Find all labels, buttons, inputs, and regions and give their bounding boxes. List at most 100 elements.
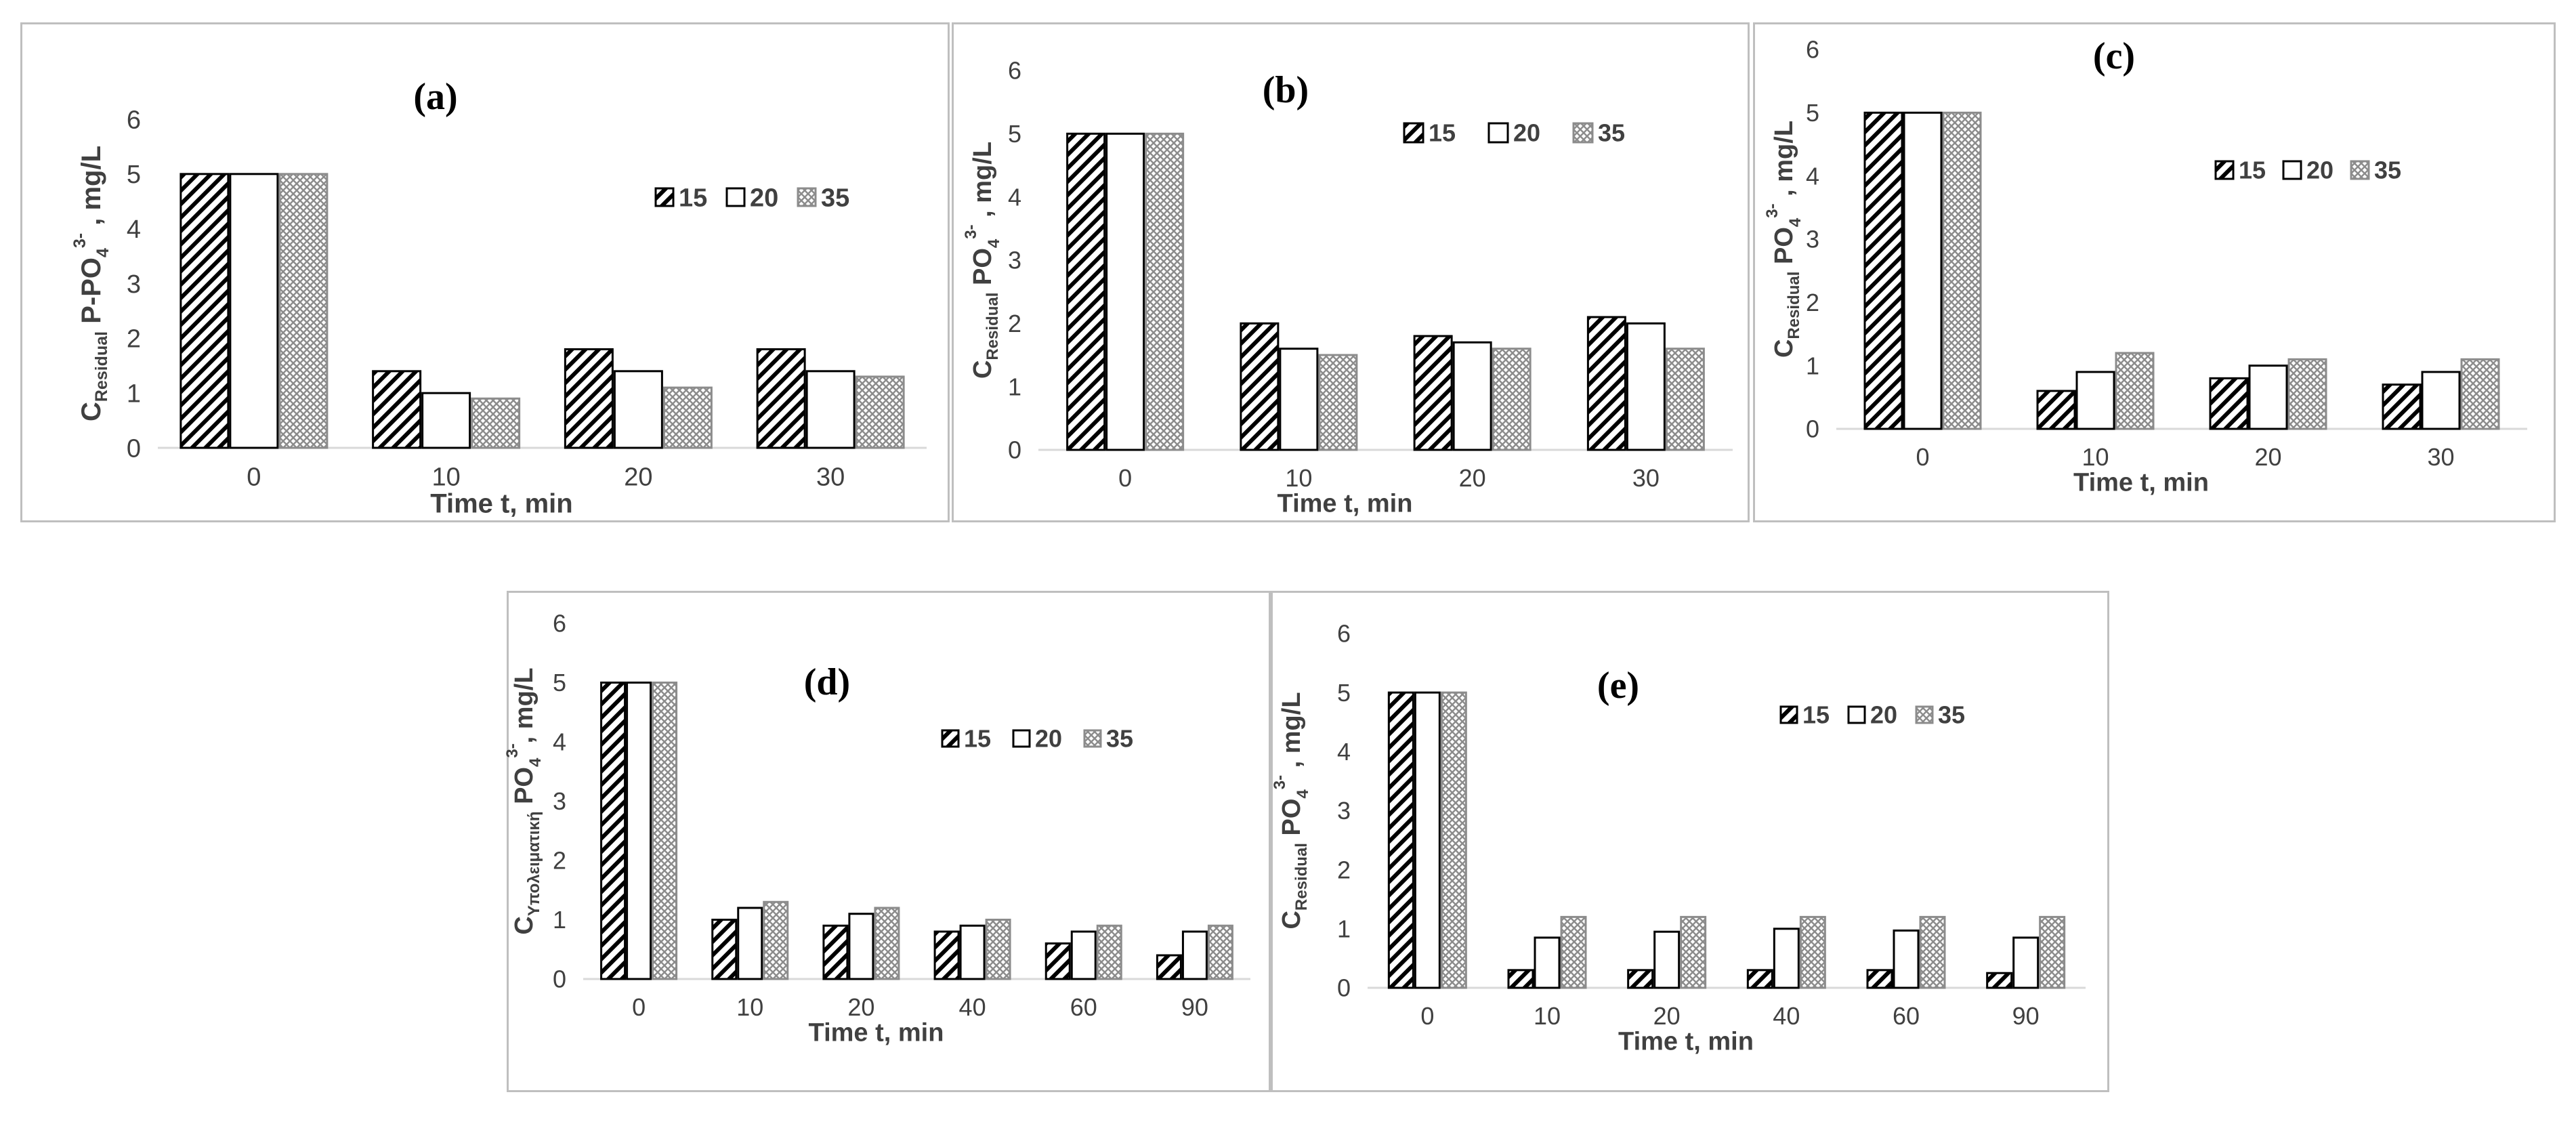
bar-series-35	[1207, 924, 1233, 980]
bar-series-20	[1070, 930, 1097, 980]
y-tick-label: 2	[1337, 856, 1351, 883]
y-tick-label: 6	[1008, 57, 1021, 85]
bar-series-15	[1240, 322, 1280, 451]
y-tick-label: 5	[127, 161, 141, 189]
bar-series-35	[1560, 915, 1587, 989]
y-tick-label: 0	[127, 434, 141, 463]
bar-series-35	[874, 907, 900, 980]
panel-title: (b)	[1263, 69, 1309, 111]
x-tick-label: 30	[816, 463, 845, 491]
bar-series-15	[711, 919, 738, 980]
legend-swatch-series-20	[725, 187, 746, 207]
x-tick-label: 20	[1653, 1002, 1681, 1030]
bar-series-20	[613, 370, 663, 449]
legend-label-series-15: 15	[964, 725, 991, 753]
bar-series-15	[1387, 691, 1414, 989]
bar-series-15	[1746, 969, 1773, 989]
chart-a: (a) 0 1 2 3 4 5 6 0 10 20 30 Time t, min CResidual P-…	[70, 76, 927, 518]
x-axis-label: Time t, min	[430, 488, 572, 518]
bar-series-20	[737, 907, 763, 980]
legend-label-series-35: 35	[1938, 701, 1965, 729]
legend-label-series-20: 20	[750, 184, 778, 212]
bar-series-20	[1279, 348, 1319, 451]
x-tick-label: 10	[2082, 443, 2109, 471]
y-tick-label: 1	[553, 906, 566, 934]
legend-label-series-35: 35	[1598, 119, 1625, 147]
legend-swatch-series-20	[1847, 705, 1866, 724]
bar-series-20	[1534, 936, 1561, 989]
bar-series-15	[1986, 972, 2013, 989]
legend-swatch-series-20	[1012, 729, 1031, 748]
y-tick-label: 3	[1806, 226, 1819, 253]
y-axis-label: CResidual PO43- , mg/L	[1271, 692, 1312, 929]
bar-series-20	[805, 370, 856, 449]
y-tick-label: 0	[553, 965, 566, 993]
x-tick-label: 90	[2012, 1002, 2040, 1030]
y-tick-label: 1	[127, 379, 141, 408]
bar-series-15	[822, 924, 849, 980]
bar-series-15	[600, 682, 627, 980]
y-tick-label: 0	[1806, 415, 1819, 443]
bar-series-15	[1863, 111, 1903, 430]
bar-series-15	[2036, 390, 2076, 430]
legend-swatch-series-20	[1487, 122, 1509, 144]
legend-swatch-series-35	[1915, 705, 1934, 724]
bar-series-35	[1440, 691, 1467, 989]
bar-series-20	[1181, 930, 1208, 980]
bar-series-15	[1507, 969, 1534, 989]
y-tick-label: 4	[1008, 183, 1021, 211]
bar-series-15	[372, 370, 422, 449]
bar-series-20	[1626, 322, 1666, 451]
y-tick-label: 6	[127, 106, 141, 134]
bar-series-35	[471, 397, 521, 449]
bar-series-20	[848, 913, 874, 980]
y-axis-label: CResidual P-PO43- , mg/L	[70, 146, 112, 421]
chart-panel-a: (a) 0 1 2 3 4 5 6 0 10 20 30 Time t, min CResidual P-…	[20, 22, 950, 522]
bar-series-15	[2209, 377, 2249, 430]
bar-series-15	[564, 348, 614, 449]
bar-series-15	[1627, 969, 1654, 989]
legend-swatch-series-15	[2214, 160, 2235, 180]
y-tick-label: 4	[127, 215, 141, 244]
legend-label-series-35: 35	[821, 184, 849, 212]
panel-title: (e)	[1597, 665, 1639, 707]
bar-series-15	[1044, 942, 1071, 980]
bar-series-35	[1680, 915, 1707, 989]
x-tick-label: 20	[847, 993, 874, 1021]
legend-swatch-series-15	[941, 729, 960, 748]
bar-series-35	[652, 682, 678, 980]
x-tick-label: 60	[1893, 1002, 1920, 1030]
legend-swatch-series-15	[654, 187, 675, 207]
x-tick-label: 0	[1420, 1002, 1434, 1030]
x-axis-label: Time t, min	[809, 1019, 944, 1047]
legend-swatch-series-35	[1083, 729, 1102, 748]
bar-series-20	[1105, 132, 1145, 451]
legend-label-series-15: 15	[2239, 157, 2266, 184]
bar-series-15	[1866, 969, 1893, 989]
bar-series-20	[229, 173, 279, 449]
y-tick-label: 6	[1806, 36, 1819, 64]
legend-swatch-series-35	[797, 187, 817, 207]
y-tick-label: 6	[1337, 620, 1351, 648]
bar-series-20	[1414, 691, 1441, 989]
bar-series-35	[1799, 915, 1826, 989]
legend-label-series-35: 35	[1106, 725, 1133, 753]
y-tick-label: 2	[1008, 310, 1021, 337]
chart-panel-d: (d) 0 1 2 3 4 5 6 0 10 20 40 60 90 Time t, min CΥπολειμ…	[503, 591, 1271, 1092]
bar-series-15	[180, 173, 230, 449]
bar-series-35	[278, 173, 329, 449]
bar-series-35	[855, 375, 905, 449]
bar-series-20	[2012, 936, 2040, 989]
x-tick-label: 90	[1181, 993, 1208, 1021]
x-tick-label: 30	[2427, 443, 2454, 471]
bar-series-15	[1586, 316, 1626, 451]
bar-series-35	[1919, 915, 1946, 989]
x-tick-label: 40	[1773, 1002, 1800, 1030]
y-tick-label: 2	[1806, 289, 1819, 316]
y-axis-label: CResidual PO43- , mg/L	[1763, 121, 1804, 358]
bar-series-15	[933, 930, 960, 980]
bar-series-15	[2382, 383, 2422, 430]
x-axis-label: Time t, min	[1618, 1028, 1754, 1056]
bar-series-15	[1066, 132, 1106, 451]
